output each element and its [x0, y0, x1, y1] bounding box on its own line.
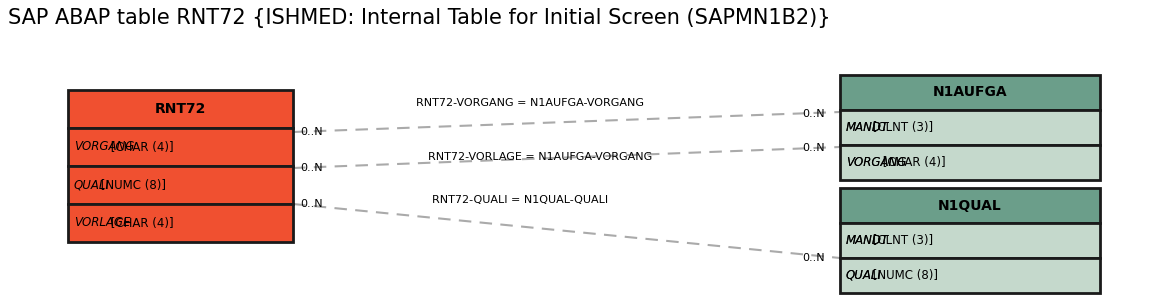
- Text: [NUMC (8)]: [NUMC (8)]: [98, 178, 167, 192]
- Text: 0..N: 0..N: [300, 127, 323, 137]
- Text: VORLAGE: VORLAGE: [74, 216, 130, 230]
- Text: 0..N: 0..N: [802, 253, 825, 263]
- Text: QUALI: QUALI: [74, 178, 110, 192]
- Text: [CHAR (4)]: [CHAR (4)]: [107, 140, 173, 154]
- Text: [CHAR (4)]: [CHAR (4)]: [879, 156, 946, 169]
- Text: MANDT: MANDT: [846, 121, 889, 134]
- Text: RNT72-VORGANG = N1AUFGA-VORGANG: RNT72-VORGANG = N1AUFGA-VORGANG: [416, 98, 643, 108]
- Text: VORGANG: VORGANG: [846, 156, 907, 169]
- Bar: [68, 90, 293, 128]
- Bar: [68, 166, 293, 204]
- Text: N1AUFGA: N1AUFGA: [933, 85, 1008, 99]
- Text: MANDT: MANDT: [846, 234, 889, 247]
- Text: RNT72: RNT72: [155, 102, 206, 116]
- Text: [CHAR (4)]: [CHAR (4)]: [107, 216, 173, 230]
- Text: 0..N: 0..N: [300, 163, 323, 173]
- Bar: [840, 145, 1100, 180]
- Text: SAP ABAP table RNT72 {ISHMED: Internal Table for Initial Screen (SAPMN1B2)}: SAP ABAP table RNT72 {ISHMED: Internal T…: [8, 8, 831, 28]
- Text: RNT72-QUALI = N1QUAL-QUALI: RNT72-QUALI = N1QUAL-QUALI: [432, 195, 608, 205]
- Text: MANDT: MANDT: [846, 121, 889, 134]
- Bar: [840, 258, 1100, 293]
- Bar: [840, 188, 1100, 223]
- Text: QUALI: QUALI: [846, 269, 882, 282]
- Bar: [840, 75, 1100, 110]
- Text: 0..N: 0..N: [802, 143, 825, 153]
- Text: [CLNT (3)]: [CLNT (3)]: [870, 234, 933, 247]
- Text: QUALI: QUALI: [846, 269, 882, 282]
- Text: 0..N: 0..N: [802, 109, 825, 119]
- Text: [CLNT (3)]: [CLNT (3)]: [870, 121, 933, 134]
- Text: VORGANG: VORGANG: [74, 140, 134, 154]
- Text: N1QUAL: N1QUAL: [938, 199, 1002, 212]
- Bar: [840, 110, 1100, 145]
- Text: [NUMC (8)]: [NUMC (8)]: [870, 269, 939, 282]
- Text: MANDT: MANDT: [846, 234, 889, 247]
- Text: VORGANG: VORGANG: [846, 156, 907, 169]
- Bar: [68, 204, 293, 242]
- Bar: [68, 128, 293, 166]
- Text: RNT72-VORLAGE = N1AUFGA-VORGANG: RNT72-VORLAGE = N1AUFGA-VORGANG: [427, 152, 653, 162]
- Text: 0..N: 0..N: [300, 199, 323, 209]
- Bar: [840, 223, 1100, 258]
